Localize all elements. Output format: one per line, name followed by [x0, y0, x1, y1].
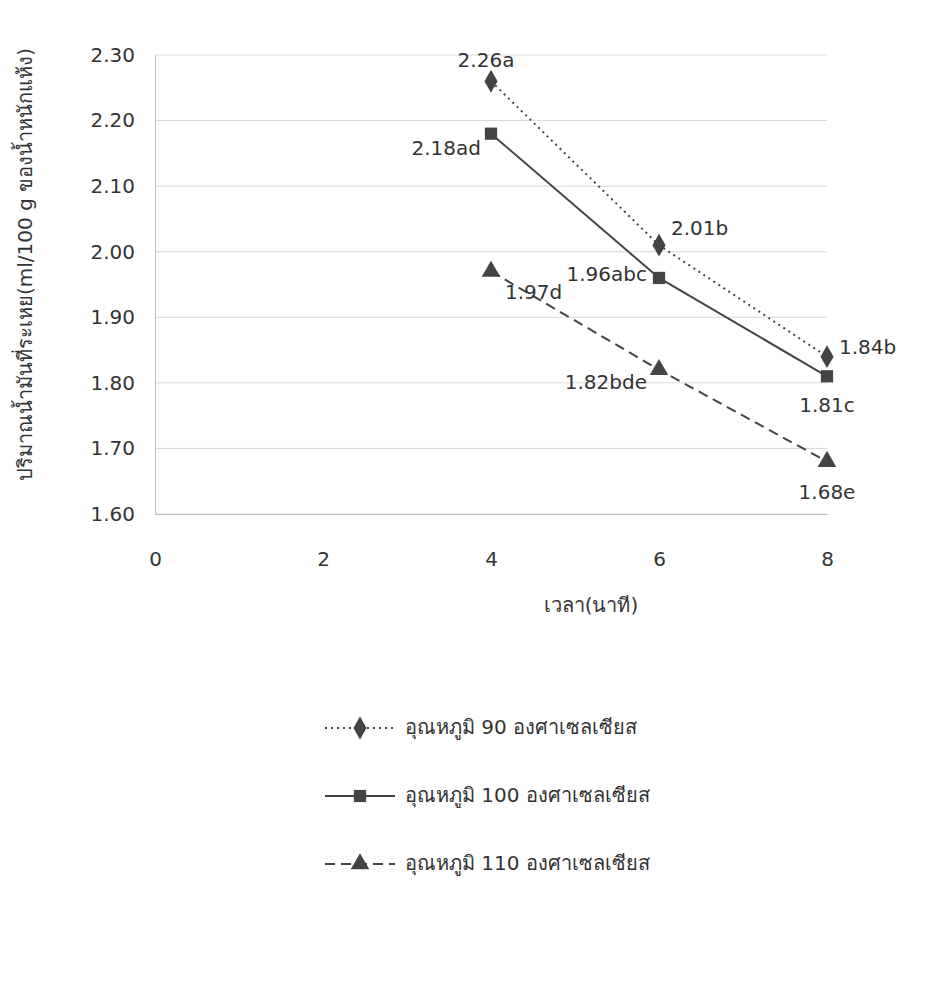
x-tick: 0	[149, 514, 162, 571]
data-label: 2.26a	[458, 48, 515, 72]
x-tick-label: 4	[485, 547, 498, 571]
legend-item: อุณหภูมิ 100 องศาเซลเซียส	[325, 783, 650, 808]
x-tick: 6	[653, 514, 666, 571]
y-tick: 2.00	[90, 240, 155, 264]
x-tick-label: 8	[821, 547, 834, 571]
legend-marker	[351, 853, 370, 869]
y-tick-label: 2.30	[90, 43, 135, 67]
x-axis: 0 2 4 6 8	[149, 514, 834, 571]
x-tick: 8	[821, 514, 834, 571]
x-tick-label: 2	[317, 547, 330, 571]
series-marker	[482, 261, 501, 277]
y-tick-label: 1.90	[90, 305, 135, 329]
x-axis-title: เวลา(นาที)	[544, 593, 639, 617]
grid-line	[155, 251, 827, 252]
y-tick-label: 1.80	[90, 371, 135, 395]
y-tick-label: 2.00	[90, 240, 135, 264]
series-marker	[652, 234, 665, 257]
x-tick: 2	[317, 514, 330, 571]
y-tick: 2.30	[90, 43, 155, 67]
y-tick: 1.70	[90, 436, 155, 460]
legend-label: อุณหภูมิ 110 องศาเซลเซียส	[405, 851, 650, 876]
y-tick: 1.60	[90, 502, 155, 526]
x-tick-label: 6	[653, 547, 666, 571]
series-marker	[653, 272, 665, 284]
y-tick: 2.10	[90, 174, 155, 198]
grid-line	[155, 382, 827, 383]
y-tick-label: 1.60	[90, 502, 135, 526]
data-labels: 2.26a 2.01b 1.84b 2.18ad 1.96abc 1.81c 1.97d 1.…	[412, 48, 897, 504]
chart: 1.60 1.70 1.80 1.90 2.00 2.10 2.20 2.30 0 2 4 6 8 เวล…	[0, 0, 929, 1006]
data-label: 1.84b	[839, 335, 896, 359]
y-tick: 2.20	[90, 108, 155, 132]
legend-marker	[353, 717, 366, 740]
series-marker	[484, 70, 497, 93]
y-tick: 1.80	[90, 371, 155, 395]
y-axis: 1.60 1.70 1.80 1.90 2.00 2.10 2.20 2.30	[90, 43, 155, 526]
grid-line	[155, 448, 827, 449]
legend-label: อุณหภูมิ 100 องศาเซลเซียส	[405, 783, 650, 808]
data-label: 2.18ad	[412, 136, 481, 160]
legend-label: อุณหภูมิ 90 องศาเซลเซียส	[405, 715, 637, 740]
y-tick: 1.90	[90, 305, 155, 329]
y-tick-label: 2.10	[90, 174, 135, 198]
series-marker	[818, 451, 836, 467]
plot-marks	[482, 70, 836, 467]
grid	[155, 55, 827, 514]
grid-line	[155, 186, 827, 187]
series-line	[491, 134, 827, 377]
y-tick-label: 2.20	[90, 108, 135, 132]
x-axis-line	[156, 514, 828, 515]
grid-line	[155, 120, 827, 121]
data-label: 1.82bde	[565, 370, 647, 394]
series-line	[491, 271, 827, 461]
grid-line	[155, 514, 827, 515]
data-label: 2.01b	[671, 216, 728, 240]
series-marker	[650, 359, 669, 375]
y-axis-title: ปริมาณน้ำมันที่ระเหย(ml/100 g ของน้ำหนัก…	[11, 48, 37, 481]
y-tick-label: 1.70	[90, 436, 135, 460]
series-line	[491, 81, 827, 356]
y-axis-line	[155, 56, 156, 515]
x-tick-label: 0	[149, 547, 162, 571]
legend-marker	[354, 790, 366, 802]
series-marker	[821, 370, 833, 382]
data-label: 1.68e	[799, 480, 856, 504]
x-tick: 4	[485, 514, 498, 571]
series-marker	[485, 128, 497, 140]
series-marker	[820, 345, 833, 368]
data-label: 1.81c	[799, 393, 855, 417]
data-label: 1.97d	[505, 280, 562, 304]
legend: อุณหภูมิ 90 องศาเซลเซียสอุณหภูมิ 100 องศ…	[325, 715, 650, 876]
legend-item: อุณหภูมิ 110 องศาเซลเซียส	[325, 851, 650, 876]
data-label: 1.96abc	[567, 262, 647, 286]
legend-item: อุณหภูมิ 90 องศาเซลเซียส	[325, 715, 637, 740]
